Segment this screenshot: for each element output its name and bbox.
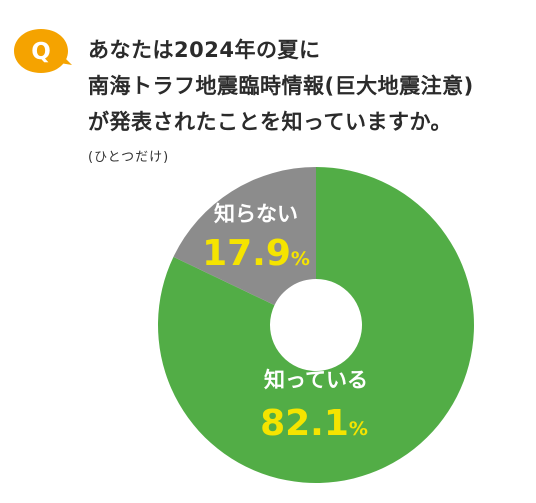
question-title-line-2: 南海トラフ地震臨時情報(巨大地震注意) <box>88 74 474 98</box>
slice-value-number-unknown: 17.9 <box>202 233 291 274</box>
question-badge-icon: Q <box>14 29 72 73</box>
donut-slices <box>157 167 474 484</box>
slice-value-unit-known: % <box>349 418 368 440</box>
slice-value-unknown: 17.9% <box>202 233 310 274</box>
slice-value-known: 82.1% <box>260 403 368 444</box>
answer-note: (ひとつだけ) <box>88 150 170 165</box>
slice-label-unknown: 知らない <box>214 202 298 226</box>
question-title-line-3: が発表されたことを知っていますか。 <box>88 110 453 134</box>
slice-known <box>157 167 474 484</box>
slice-label-known: 知っている <box>264 368 368 392</box>
slice-value-number-known: 82.1 <box>260 403 349 444</box>
question-title: あなたは2024年の夏に 南海トラフ地震臨時情報(巨大地震注意) が発表されたこ… <box>88 32 528 140</box>
slice-unknown <box>173 167 316 306</box>
slice-value-unit-unknown: % <box>291 248 310 270</box>
question-title-line-1: あなたは2024年の夏に <box>88 38 321 62</box>
question-badge-letter: Q <box>31 39 51 65</box>
